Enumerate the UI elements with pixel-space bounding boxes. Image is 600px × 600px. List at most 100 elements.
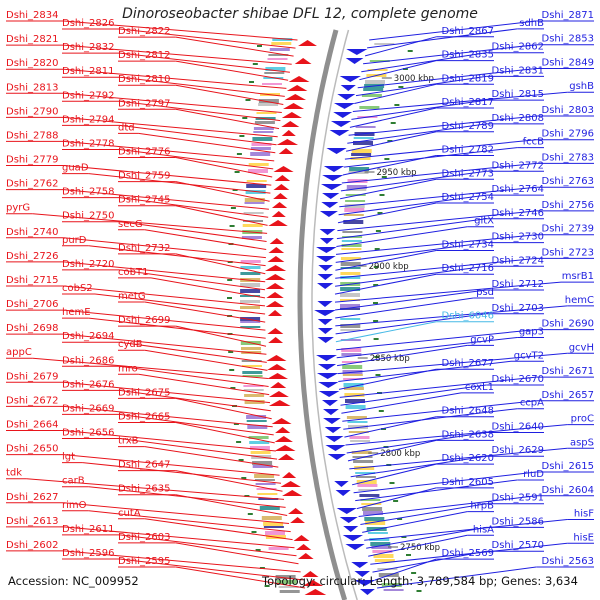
gene-label[interactable]: Dshi_2595 bbox=[118, 556, 170, 567]
gene-label[interactable]: Dshi_2611 bbox=[62, 524, 114, 535]
gene-label[interactable]: Dshi_2778 bbox=[62, 139, 114, 150]
gene-label[interactable]: Dshi_2726 bbox=[6, 251, 58, 262]
gene-label[interactable]: Dshi_2803 bbox=[542, 105, 594, 116]
gene-label[interactable]: Dshi_2776 bbox=[118, 147, 170, 158]
gene-label[interactable]: dtd bbox=[118, 122, 135, 133]
gene-label[interactable]: Dshi_2602 bbox=[6, 540, 58, 551]
gene-label[interactable]: Dshi_2822 bbox=[118, 26, 170, 37]
gene-label[interactable]: Dshi_2703 bbox=[492, 303, 544, 314]
gene-label[interactable]: Dshi_2764 bbox=[492, 184, 544, 195]
gene-label[interactable]: Dshi_2712 bbox=[492, 279, 544, 290]
gene-label[interactable]: Dshi_2690 bbox=[542, 319, 594, 330]
gene-label[interactable]: sdhB bbox=[519, 18, 544, 29]
gene-label[interactable]: Dshi_2790 bbox=[6, 106, 58, 117]
gene-label[interactable]: Dshi_2603 bbox=[118, 532, 170, 543]
gene-label[interactable]: Dshi_2794 bbox=[62, 114, 114, 125]
gene-label[interactable]: Dshi_2746 bbox=[492, 208, 544, 219]
gene-label[interactable]: Dshi_2745 bbox=[118, 195, 170, 206]
gene-label[interactable]: Dshi_2763 bbox=[542, 176, 594, 187]
gene-label[interactable]: hisF bbox=[574, 509, 594, 520]
gene-label[interactable]: Dshi_2779 bbox=[6, 155, 58, 166]
gene-label[interactable]: Dshi_2596 bbox=[62, 548, 114, 559]
gene-label[interactable]: Dshi_2849 bbox=[542, 58, 594, 69]
gene-label[interactable]: Dshi_2756 bbox=[542, 200, 594, 211]
gene-label[interactable]: Dshi_2832 bbox=[62, 42, 114, 53]
gene-label[interactable]: Dshi_2605 bbox=[442, 477, 494, 488]
gene-label[interactable]: tdk bbox=[6, 468, 22, 479]
gene-label[interactable]: Dshi_2819 bbox=[442, 73, 494, 84]
gene-label[interactable]: Dshi_2672 bbox=[6, 395, 58, 406]
gene-label[interactable]: Dshi_6046 bbox=[442, 311, 494, 322]
gene-label[interactable]: Dshi_2677 bbox=[442, 358, 494, 369]
gene-label[interactable]: Dshi_2648 bbox=[442, 406, 494, 417]
gene-label[interactable]: Dshi_2826 bbox=[62, 18, 114, 29]
gene-label[interactable]: Dshi_2796 bbox=[542, 129, 594, 140]
gene-label[interactable]: Dshi_2569 bbox=[442, 548, 494, 559]
gene-label[interactable]: Dshi_2815 bbox=[492, 89, 544, 100]
gene-label[interactable]: Dshi_2706 bbox=[6, 299, 58, 310]
gene-label[interactable]: Dshi_2862 bbox=[492, 42, 544, 53]
gene-label[interactable]: cobS2 bbox=[62, 283, 93, 294]
gene-label[interactable]: Dshi_2810 bbox=[118, 74, 170, 85]
gene-label[interactable]: Dshi_2754 bbox=[442, 192, 494, 203]
gene-label[interactable]: carB bbox=[62, 476, 85, 487]
gene-label[interactable]: Dshi_2783 bbox=[542, 152, 594, 163]
gene-label[interactable]: aspS bbox=[570, 437, 594, 448]
gene-label[interactable]: Dshi_2615 bbox=[542, 461, 594, 472]
gene-label[interactable]: ccpA bbox=[520, 398, 544, 409]
gene-label[interactable]: gap3 bbox=[519, 327, 544, 338]
gene-label[interactable]: Dshi_2657 bbox=[542, 390, 594, 401]
gene-label[interactable]: mro bbox=[118, 363, 138, 374]
gene-label[interactable]: Dshi_2620 bbox=[442, 453, 494, 464]
gene-label[interactable]: guaD bbox=[62, 163, 89, 174]
gene-label[interactable]: Dshi_2853 bbox=[542, 34, 594, 45]
gene-label[interactable]: Dshi_2586 bbox=[492, 516, 544, 527]
gene-label[interactable]: Dshi_2699 bbox=[118, 315, 170, 326]
gene-label[interactable]: Dshi_2656 bbox=[62, 428, 114, 439]
gene-label[interactable]: cutA bbox=[118, 508, 141, 519]
gene-label[interactable]: hisA bbox=[473, 524, 494, 535]
gene-label[interactable]: gcvH bbox=[569, 342, 594, 353]
gene-label[interactable]: Dshi_2669 bbox=[62, 403, 114, 414]
gene-label[interactable]: Dshi_2716 bbox=[442, 263, 494, 274]
gene-label[interactable]: Dshi_2591 bbox=[492, 493, 544, 504]
gene-label[interactable]: Dshi_2715 bbox=[6, 275, 58, 286]
gene-label[interactable]: hemC bbox=[565, 295, 594, 306]
gene-label[interactable]: Dshi_2817 bbox=[442, 97, 494, 108]
gene-label[interactable]: Dshi_2831 bbox=[492, 65, 544, 76]
gene-label[interactable]: msrB1 bbox=[562, 271, 594, 282]
gene-label[interactable]: Dshi_2867 bbox=[442, 26, 494, 37]
gene-label[interactable]: hisE bbox=[573, 532, 594, 543]
gene-label[interactable]: Dshi_2820 bbox=[6, 58, 58, 69]
gene-label[interactable]: Dshi_2604 bbox=[542, 485, 594, 496]
gene-label[interactable]: Dshi_2665 bbox=[118, 412, 170, 423]
gene-label[interactable]: coxL1 bbox=[465, 382, 494, 393]
gene-label[interactable]: Dshi_2635 bbox=[118, 484, 170, 495]
gene-label[interactable]: Dshi_2664 bbox=[6, 420, 58, 431]
gene-label[interactable]: Dshi_2671 bbox=[542, 366, 594, 377]
gene-label[interactable]: Dshi_2788 bbox=[6, 130, 58, 141]
gene-label[interactable]: metG bbox=[118, 291, 146, 302]
gene-label[interactable]: Dshi_2640 bbox=[492, 422, 544, 433]
gene-label[interactable]: Dshi_2647 bbox=[118, 460, 170, 471]
gene-label[interactable]: Dshi_2811 bbox=[62, 66, 114, 77]
gene-label[interactable]: gltX bbox=[474, 216, 494, 227]
gene-label[interactable]: purD bbox=[62, 235, 87, 246]
gene-label[interactable]: Dshi_2613 bbox=[6, 516, 58, 527]
gene-label[interactable]: Dshi_2694 bbox=[62, 331, 114, 342]
gene-label[interactable]: Dshi_2740 bbox=[6, 227, 58, 238]
gene-label[interactable]: Dshi_2627 bbox=[6, 492, 58, 503]
gene-label[interactable]: Dshi_2782 bbox=[442, 145, 494, 156]
gene-label[interactable]: cydB bbox=[118, 339, 143, 350]
gene-label[interactable]: Dshi_2730 bbox=[492, 232, 544, 243]
gene-label[interactable]: proC bbox=[571, 414, 594, 425]
gene-label[interactable]: Dshi_2732 bbox=[118, 243, 170, 254]
gene-label[interactable]: Dshi_2750 bbox=[62, 211, 114, 222]
gene-label[interactable]: Dshi_2773 bbox=[442, 168, 494, 179]
gene-label[interactable]: Dshi_2675 bbox=[118, 387, 170, 398]
gene-label[interactable]: fccB bbox=[523, 137, 545, 148]
gene-label[interactable]: lgt bbox=[62, 452, 75, 463]
gene-label[interactable]: Dshi_2720 bbox=[62, 259, 114, 270]
gene-label[interactable]: Dshi_2698 bbox=[6, 323, 58, 334]
gene-label[interactable]: Dshi_2762 bbox=[6, 179, 58, 190]
